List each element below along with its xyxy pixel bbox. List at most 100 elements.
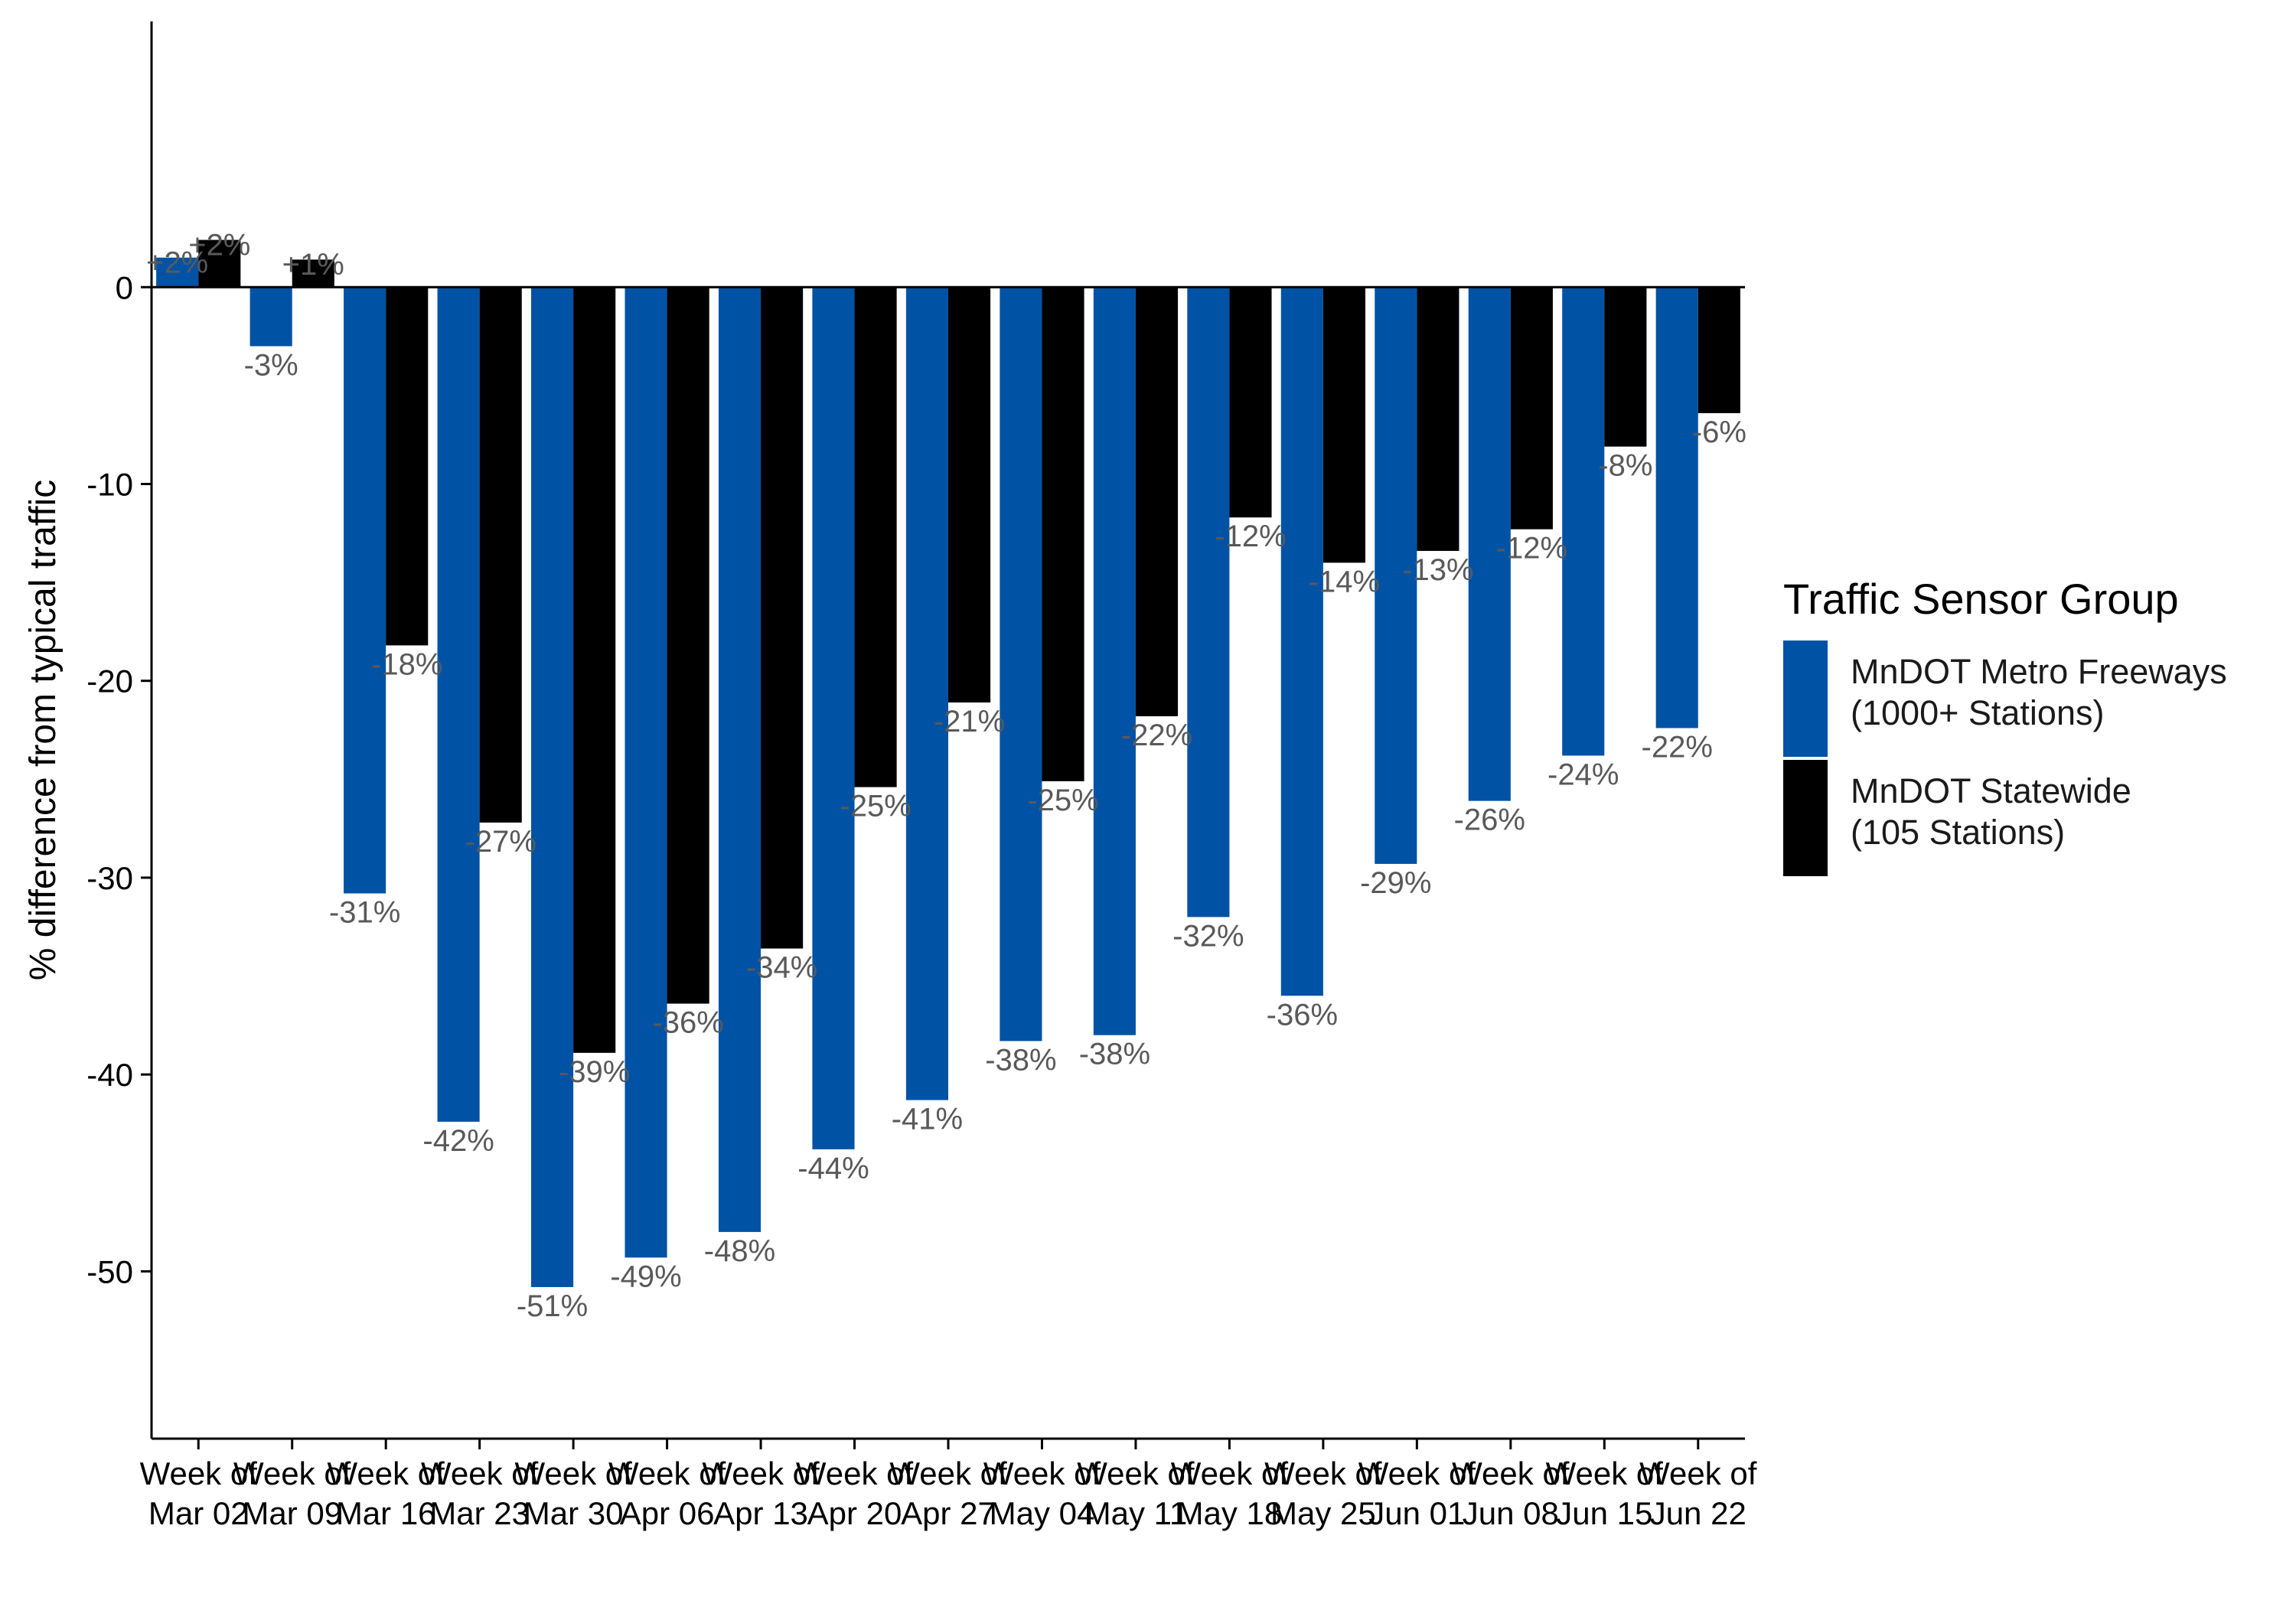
data-label-metro-14: -26% [1454, 804, 1525, 837]
x-tick-label: Mar 09 [242, 1495, 342, 1531]
bar-metro-9 [1000, 287, 1042, 1041]
data-label-statewide-14: -12% [1496, 532, 1567, 566]
data-label-statewide-9: -25% [1027, 784, 1098, 817]
x-tick-label: Week of [1452, 1455, 1570, 1491]
x-tick-label: Week of [1264, 1455, 1382, 1491]
bar-statewide-14 [1510, 287, 1553, 530]
bar-metro-0 [156, 257, 199, 288]
data-label-metro-12: -36% [1267, 998, 1338, 1032]
x-tick-label: May 18 [1177, 1495, 1283, 1531]
y-tick-label: -40 [86, 1057, 133, 1093]
bar-statewide-12 [1322, 287, 1365, 563]
x-tick-label: May 11 [1084, 1495, 1188, 1531]
bar-statewide-15 [1604, 287, 1647, 447]
x-tick-label: Week of [983, 1455, 1101, 1491]
x-tick-label: Mar 16 [336, 1495, 436, 1531]
y-tick-label: -50 [86, 1253, 133, 1289]
bar-statewide-0 [198, 240, 241, 288]
bar-metro-7 [812, 287, 855, 1149]
data-label-metro-7: -44% [797, 1152, 869, 1185]
bar-statewide-13 [1417, 287, 1459, 551]
legend: Traffic Sensor Group MnDOT Metro Freeway… [1783, 574, 2273, 879]
bar-metro-8 [905, 287, 948, 1100]
bar-metro-6 [718, 287, 762, 1232]
x-tick-label: Week of [889, 1455, 1007, 1491]
bar-statewide-8 [948, 287, 991, 702]
x-tick-label: Jun 22 [1650, 1495, 1746, 1531]
x-tick-label: Week of [421, 1455, 539, 1491]
legend-item-statewide: MnDOT Statewide (105 Stations) [1783, 760, 2273, 879]
y-tick-label: 0 [116, 269, 133, 305]
data-label-statewide-10: -22% [1121, 719, 1192, 752]
y-axis-title: % difference from typical traffic [23, 480, 64, 981]
data-label-metro-1: -3% [244, 348, 298, 382]
data-label-statewide-6: -34% [746, 951, 817, 985]
data-label-metro-9: -38% [985, 1043, 1056, 1077]
x-tick-label: Mar 02 [148, 1495, 249, 1531]
x-tick-label: Jun 01 [1368, 1495, 1465, 1531]
bar-statewide-7 [854, 287, 897, 787]
bar-metro-10 [1093, 287, 1136, 1035]
bar-metro-13 [1375, 287, 1417, 864]
data-label-metro-15: -24% [1548, 758, 1619, 791]
bar-metro-11 [1187, 287, 1230, 918]
x-tick-label: Apr 27 [901, 1495, 996, 1531]
bar-statewide-3 [479, 287, 522, 823]
x-tick-label: Week of [1639, 1455, 1757, 1491]
data-label-statewide-7: -25% [840, 790, 911, 823]
x-tick-label: Week of [1077, 1455, 1195, 1491]
x-tick-label: Jun 08 [1463, 1495, 1559, 1531]
data-label-statewide-13: -13% [1402, 553, 1473, 587]
data-label-statewide-1: +1% [282, 248, 344, 282]
y-tick-label: -20 [86, 663, 133, 699]
data-label-statewide-5: -36% [652, 1006, 723, 1040]
bar-metro-16 [1655, 287, 1698, 729]
bar-statewide-6 [761, 287, 804, 949]
bar-statewide-16 [1698, 287, 1740, 413]
bar-metro-1 [249, 287, 292, 347]
bar-statewide-11 [1229, 287, 1272, 518]
data-label-metro-11: -32% [1172, 919, 1244, 953]
data-label-statewide-12: -14% [1309, 565, 1380, 598]
legend-label-metro: MnDOT Metro Freeways (1000+ Stations) [1851, 652, 2227, 732]
x-tick-label: Jun 15 [1556, 1495, 1652, 1531]
bar-metro-2 [344, 287, 386, 894]
bar-metro-14 [1468, 287, 1511, 801]
y-tick-label: -10 [86, 466, 133, 502]
x-tick-label: Week of [233, 1455, 351, 1491]
bar-statewide-5 [667, 287, 709, 1004]
data-label-statewide-2: -18% [371, 647, 442, 681]
bar-statewide-10 [1135, 287, 1179, 716]
x-tick-label: Week of [140, 1455, 258, 1491]
x-tick-label: Week of [702, 1455, 820, 1491]
data-label-metro-16: -22% [1642, 730, 1713, 764]
data-label-metro-3: -42% [422, 1124, 494, 1158]
legend-swatch-metro [1783, 641, 1828, 757]
data-label-statewide-0: +2% [188, 229, 250, 262]
x-tick-label: Week of [514, 1455, 632, 1491]
data-label-metro-8: -41% [892, 1103, 963, 1136]
data-label-statewide-16: -6% [1692, 416, 1746, 449]
x-tick-label: Apr 20 [807, 1495, 902, 1531]
x-tick-label: Week of [1546, 1455, 1664, 1491]
data-label-metro-13: -29% [1360, 866, 1431, 900]
bar-statewide-4 [573, 287, 616, 1053]
data-label-metro-4: -51% [517, 1289, 588, 1323]
data-label-metro-2: -31% [329, 895, 400, 929]
data-label-metro-6: -48% [704, 1234, 775, 1268]
data-label-metro-10: -38% [1079, 1038, 1150, 1071]
x-tick-label: May 25 [1270, 1495, 1376, 1531]
data-label-statewide-3: -27% [465, 825, 536, 859]
data-label-statewide-8: -21% [934, 705, 1005, 738]
x-tick-label: Mar 23 [429, 1495, 530, 1531]
bar-metro-5 [625, 287, 667, 1258]
legend-swatch-statewide [1783, 760, 1828, 876]
data-label-statewide-4: -39% [559, 1055, 630, 1089]
bar-statewide-1 [292, 259, 334, 288]
bar-metro-3 [437, 287, 480, 1122]
x-tick-label: Apr 06 [620, 1495, 715, 1531]
y-tick-label: -30 [86, 860, 133, 896]
x-tick-label: Apr 13 [713, 1495, 808, 1531]
legend-item-metro: MnDOT Metro Freeways (1000+ Stations) [1783, 641, 2273, 760]
